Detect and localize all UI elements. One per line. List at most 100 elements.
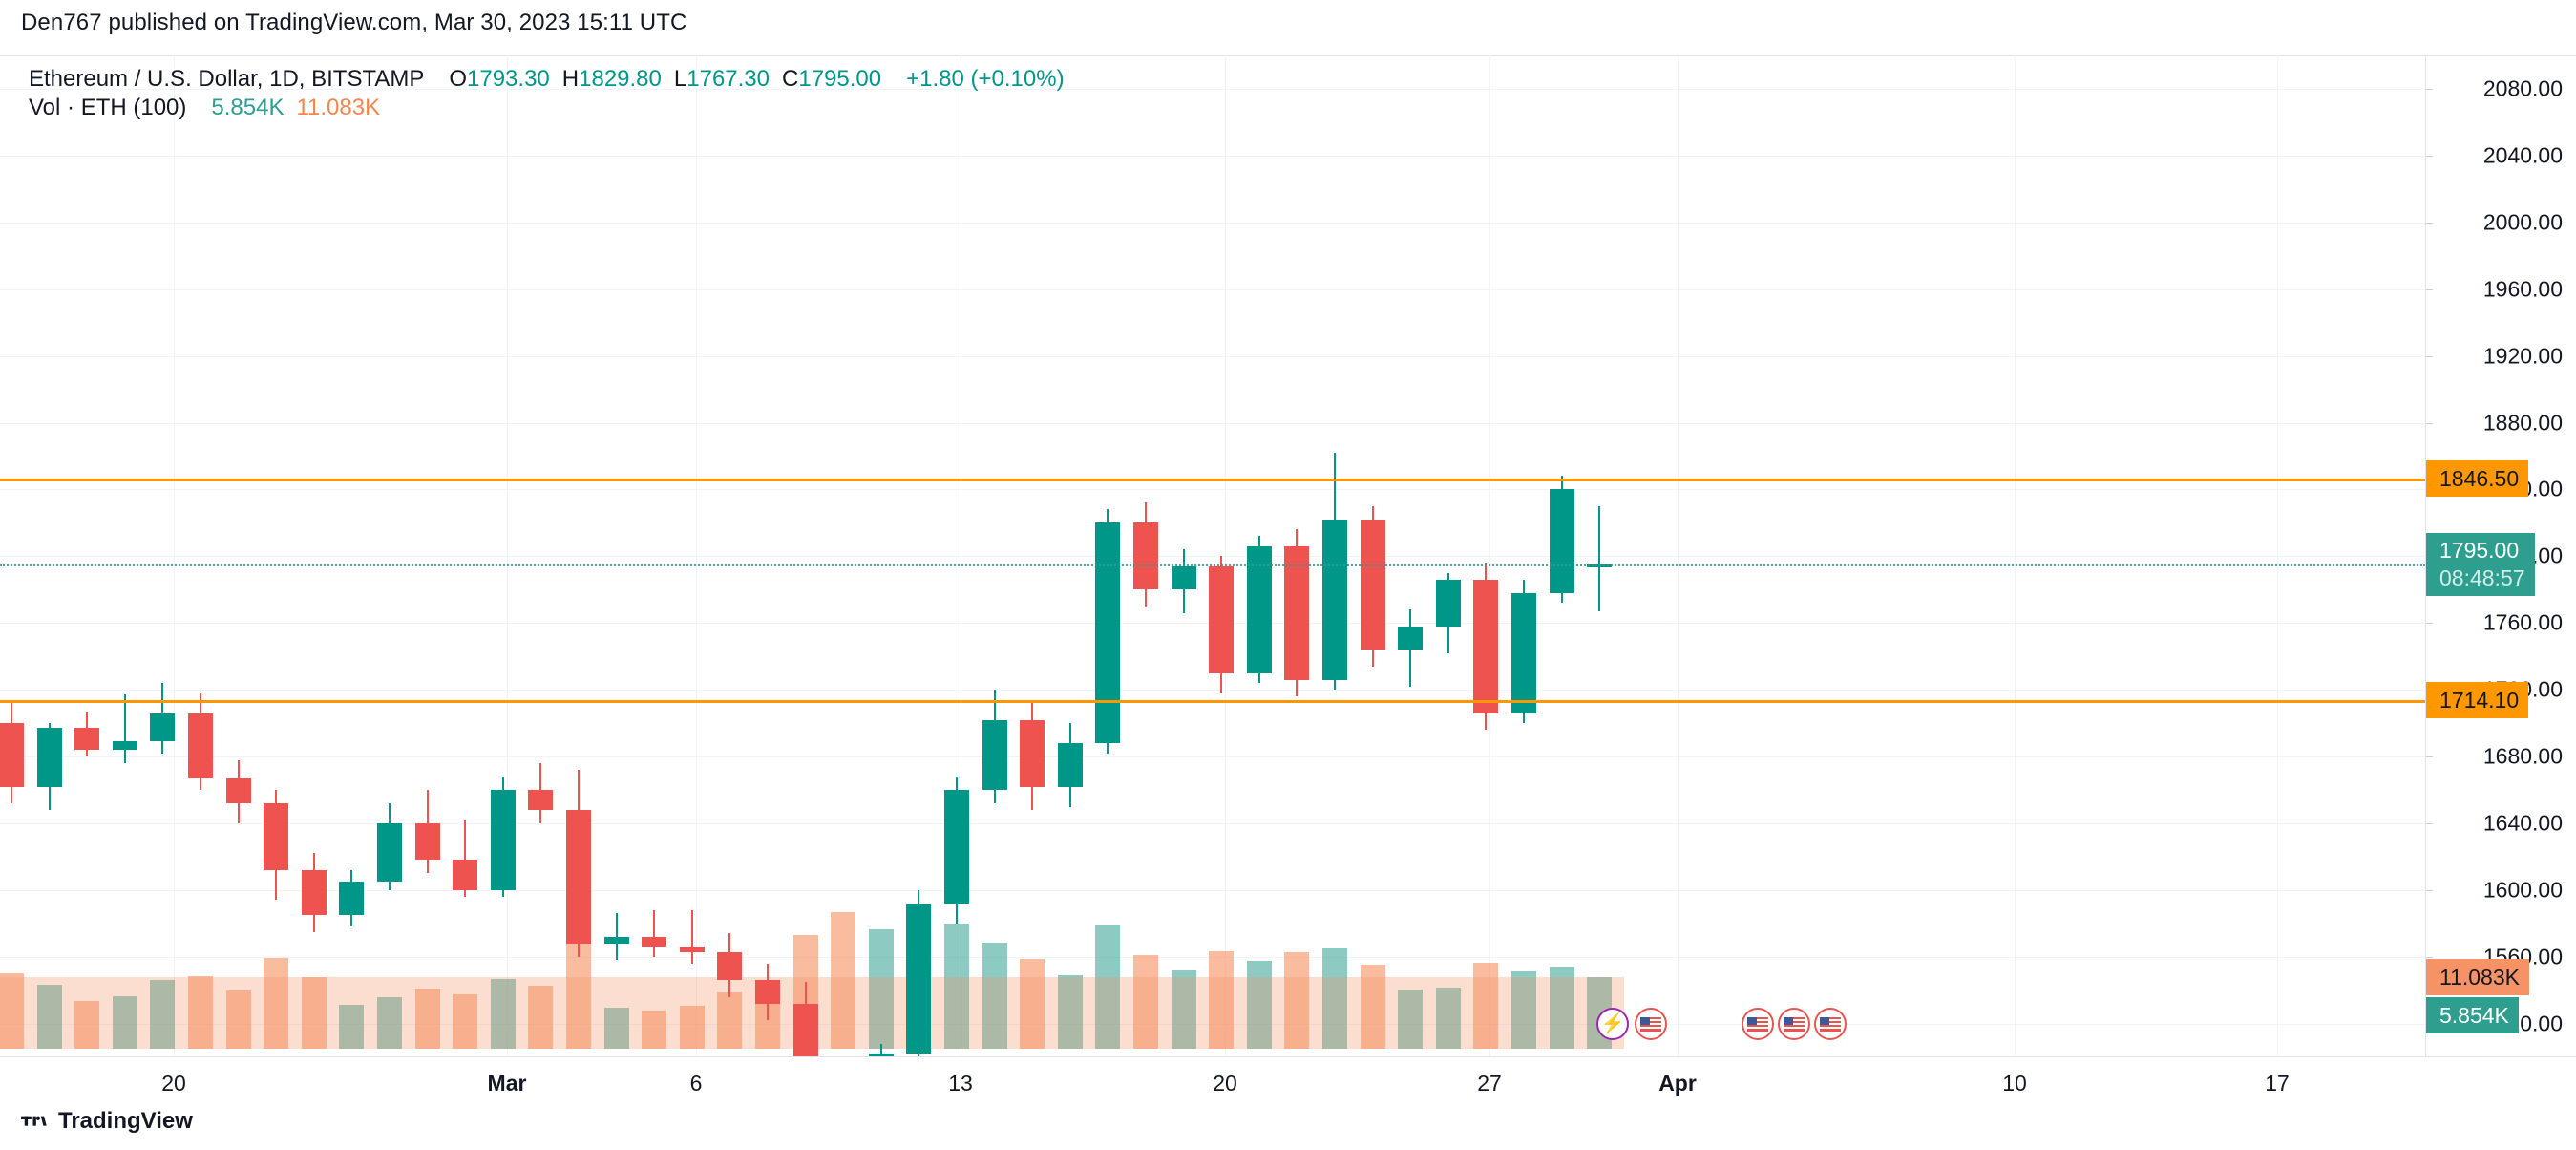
candle-body bbox=[1322, 519, 1347, 680]
candle-body bbox=[1398, 626, 1424, 650]
candle-body bbox=[1209, 565, 1235, 673]
candle-wick bbox=[653, 909, 656, 957]
candle-body bbox=[150, 713, 176, 742]
us-flag-event-marker-icon[interactable] bbox=[1635, 1008, 1667, 1040]
us-flag-event-marker-icon[interactable] bbox=[1742, 1008, 1774, 1040]
time-axis-label: 17 bbox=[2265, 1071, 2290, 1096]
legend-volume-title: Vol · ETH (100) bbox=[29, 95, 187, 120]
support-badge-value: 1714.10 bbox=[2439, 687, 2520, 713]
horizontal-gridline bbox=[0, 355, 2425, 357]
candle-body bbox=[717, 951, 743, 981]
candle-body bbox=[1246, 545, 1272, 673]
legend-change-value: +1.80 (+0.10%) bbox=[906, 66, 1065, 92]
candle-body bbox=[1020, 719, 1045, 787]
us-flag-icon bbox=[1640, 1016, 1661, 1032]
volume-bar bbox=[112, 995, 137, 1049]
price-axis-tick bbox=[2426, 889, 2433, 891]
candle-body bbox=[225, 777, 251, 804]
last-price-value: 1795.00 bbox=[2439, 538, 2520, 564]
vertical-gridline bbox=[2015, 55, 2016, 1056]
time-axis-label: Mar bbox=[487, 1071, 527, 1096]
last-price-badge[interactable]: 1795.00 08:48:57 bbox=[2426, 533, 2535, 597]
candle-body bbox=[112, 741, 137, 751]
volume-bar bbox=[566, 940, 591, 1049]
volume-low-badge[interactable]: 5.854K bbox=[2426, 997, 2519, 1033]
price-axis-tick bbox=[2426, 956, 2433, 958]
candle-body bbox=[944, 790, 969, 904]
countdown-value: 08:48:57 bbox=[2439, 565, 2525, 591]
price-axis-label: 1640.00 bbox=[2482, 810, 2563, 836]
legend-volume-row[interactable]: Vol · ETH (100) 5.854K 11.083K bbox=[29, 94, 1065, 122]
vertical-gridline bbox=[507, 55, 508, 1056]
price-axis-tick bbox=[2426, 823, 2433, 825]
price-axis-label: 1680.00 bbox=[2482, 743, 2563, 769]
time-axis-label: Apr bbox=[1658, 1071, 1697, 1096]
price-axis-label: 1760.00 bbox=[2482, 609, 2563, 635]
chart-plot-area[interactable] bbox=[0, 55, 2425, 1056]
last-price-line[interactable] bbox=[0, 564, 2425, 567]
time-axis-label: 13 bbox=[948, 1071, 973, 1096]
resistance-price-badge[interactable]: 1846.50 bbox=[2426, 460, 2529, 498]
candle-wick bbox=[1598, 506, 1601, 611]
price-axis-tick bbox=[2426, 623, 2433, 625]
legend-close-label: C bbox=[782, 66, 799, 92]
volume-bar bbox=[225, 990, 251, 1049]
volume-bar bbox=[377, 996, 402, 1049]
legend-close-value: 1795.00 bbox=[798, 66, 882, 92]
price-axis-tick bbox=[2426, 88, 2433, 90]
volume-bar bbox=[831, 912, 856, 1049]
price-axis-tick bbox=[2426, 422, 2433, 424]
support-price-badge[interactable]: 1714.10 bbox=[2426, 681, 2529, 718]
horizontal-gridline bbox=[0, 756, 2425, 758]
candle-body bbox=[1171, 565, 1196, 590]
tradingview-wordmark: TradingView bbox=[58, 1108, 193, 1134]
support-ray[interactable] bbox=[0, 699, 2425, 703]
us-flag-icon bbox=[1747, 1016, 1768, 1032]
candle-body bbox=[339, 882, 365, 916]
price-axis-label: 2040.00 bbox=[2482, 142, 2563, 168]
time-axis[interactable]: 20 Mar 6 13 20 27 Apr 10 17 bbox=[0, 1056, 2576, 1108]
candle-body bbox=[453, 860, 478, 890]
vertical-gridline bbox=[2277, 55, 2278, 1056]
candle-body bbox=[906, 903, 932, 1054]
us-flag-event-marker-icon[interactable] bbox=[1778, 1008, 1810, 1040]
legend-volume-value-b: 11.083K bbox=[296, 95, 381, 120]
volume-bar bbox=[1171, 969, 1196, 1049]
price-axis-tick bbox=[2426, 355, 2433, 357]
us-flag-event-marker-icon[interactable] bbox=[1814, 1008, 1847, 1040]
horizontal-gridline bbox=[0, 88, 2425, 90]
volume-bar bbox=[150, 979, 176, 1049]
legend-open-value: 1793.30 bbox=[467, 66, 550, 92]
volume-bar bbox=[1246, 961, 1272, 1049]
time-axis-label: 6 bbox=[689, 1071, 703, 1096]
candle-wick bbox=[464, 820, 467, 897]
legend-symbol-row[interactable]: Ethereum / U.S. Dollar, 1D, BITSTAMP O179… bbox=[29, 65, 1065, 94]
horizontal-gridline bbox=[0, 489, 2425, 491]
legend-high-label: H bbox=[561, 66, 580, 92]
volume-bar bbox=[944, 923, 969, 1049]
price-axis-label: 2000.00 bbox=[2482, 209, 2563, 235]
horizontal-gridline bbox=[0, 556, 2425, 558]
candle-body bbox=[1057, 743, 1083, 787]
volume-bar bbox=[1549, 966, 1574, 1049]
chart-legend: Ethereum / U.S. Dollar, 1D, BITSTAMP O179… bbox=[29, 65, 1065, 122]
lightning-bolt-icon: ⚡ bbox=[1600, 1013, 1625, 1034]
price-axis-separator bbox=[2425, 55, 2426, 1056]
us-flag-icon bbox=[1820, 1016, 1841, 1032]
volume-bar bbox=[74, 1000, 100, 1049]
volume-bar bbox=[1133, 955, 1158, 1049]
us-flag-icon bbox=[1784, 1016, 1805, 1032]
candle-body bbox=[1284, 545, 1310, 680]
price-axis-tick bbox=[2426, 222, 2433, 224]
chart-frame bbox=[0, 55, 2576, 1056]
volume-bar bbox=[642, 1011, 667, 1049]
candle-body bbox=[1095, 522, 1121, 744]
resistance-ray[interactable] bbox=[0, 479, 2425, 482]
candle-body bbox=[603, 936, 629, 944]
volume-high-badge[interactable]: 11.083K bbox=[2426, 959, 2529, 995]
candle-body bbox=[792, 1003, 818, 1056]
time-axis-label: 27 bbox=[1477, 1071, 1502, 1096]
volume-bar bbox=[1284, 952, 1310, 1049]
economic-event-marker-icon[interactable]: ⚡ bbox=[1596, 1008, 1629, 1040]
